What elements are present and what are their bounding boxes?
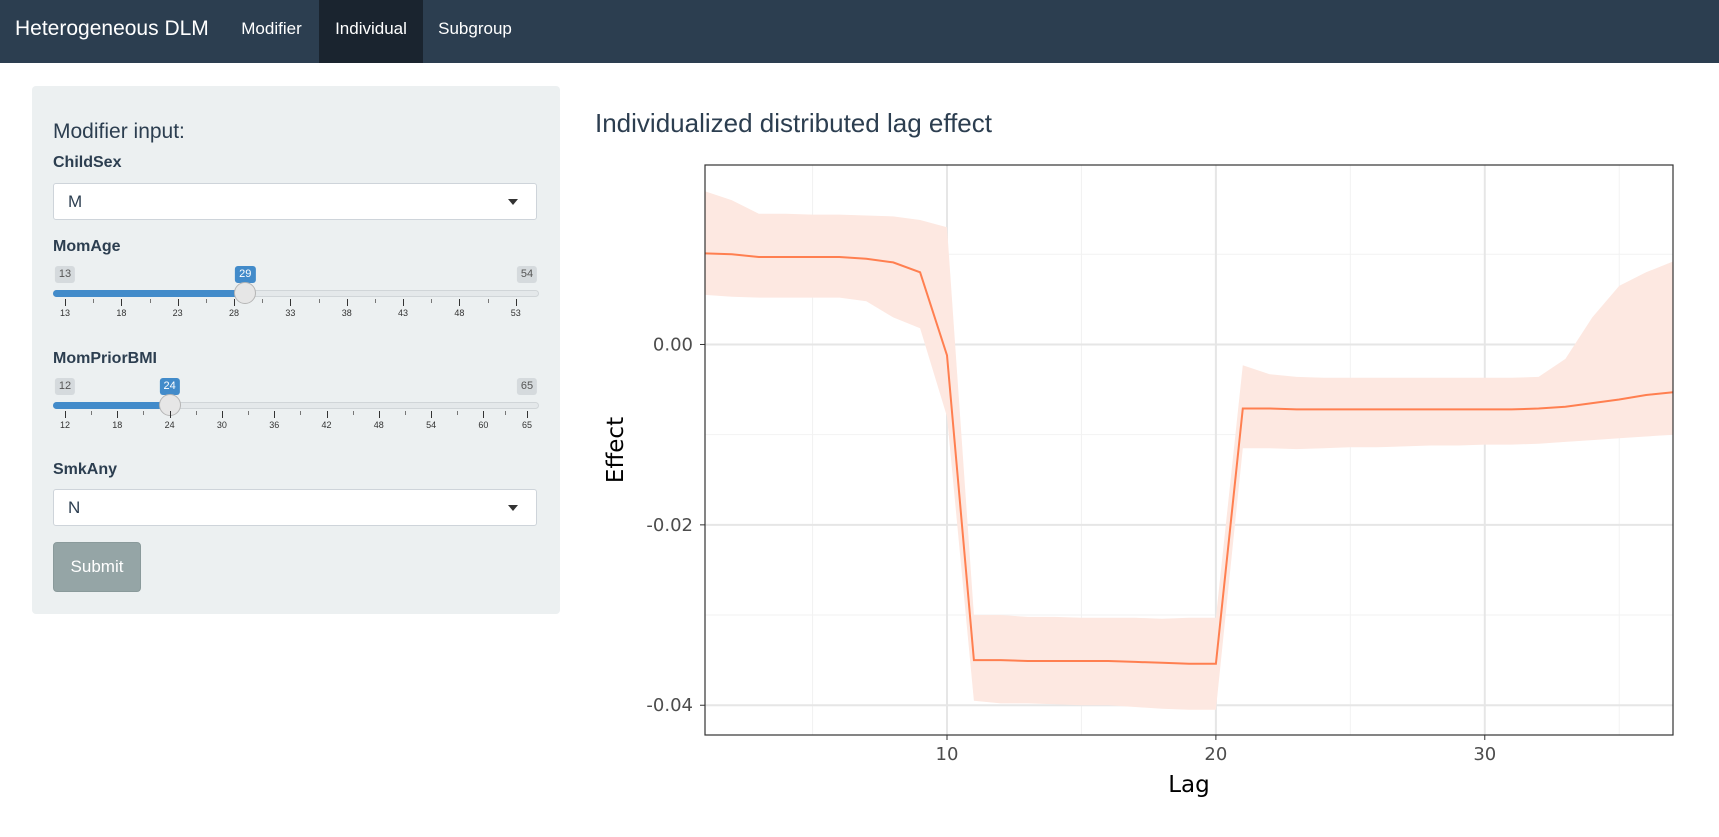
mompriorbmi-tick-label: 12: [59, 420, 71, 430]
mompriorbmi-tick-label: 65: [521, 420, 533, 430]
mompriorbmi-tick: [221, 411, 223, 418]
momage-tick-label: 28: [229, 308, 240, 318]
smkany-selected-value: N: [68, 498, 81, 517]
mompriorbmi-minor-tick: [457, 411, 459, 415]
mompriorbmi-tick-label: 24: [164, 420, 175, 430]
momage-minor-tick: [149, 299, 151, 303]
momage-minor-tick: [262, 299, 264, 303]
tab-modifier[interactable]: Modifier: [241, 19, 302, 38]
momage-tick: [65, 299, 66, 306]
momage-tick: [121, 299, 123, 306]
chevron-down-icon: [508, 199, 518, 205]
mompriorbmi-slider[interactable]: 12 65 24 12 18 24 30 36 42 48 54 60 65: [53, 378, 539, 438]
mompriorbmi-tick: [65, 411, 66, 418]
mompriorbmi-tick: [274, 411, 276, 418]
momage-label: MomAge: [53, 238, 121, 255]
childsex-selected-value: M: [68, 192, 83, 211]
momage-tick: [177, 299, 179, 306]
mompriorbmi-tick: [169, 411, 171, 418]
momage-minor-tick: [431, 299, 433, 303]
panel-title: Modifier input:: [53, 120, 185, 143]
momage-value-badge: 29: [235, 266, 256, 283]
app-brand[interactable]: Heterogeneous DLM: [15, 17, 209, 40]
mompriorbmi-label: MomPriorBMI: [53, 350, 157, 367]
y-axis-label: Effect: [603, 417, 629, 483]
mompriorbmi-tick: [117, 411, 119, 418]
momage-tick-label: 53: [510, 308, 521, 318]
smkany-label: SmkAny: [53, 461, 118, 478]
mompriorbmi-tick: [378, 411, 380, 418]
mompriorbmi-tick-label: 18: [112, 420, 123, 430]
submit-button[interactable]: Submit: [53, 542, 141, 592]
mompriorbmi-value-badge: 24: [159, 378, 180, 395]
x-tick-label: 20: [1204, 744, 1227, 765]
mompriorbmi-tick: [326, 411, 328, 418]
momage-slider[interactable]: 13 54 29 13 18 23 28 33 38 43 48 53: [53, 266, 539, 326]
tab-individual[interactable]: Individual: [319, 0, 423, 63]
smkany-select[interactable]: N: [53, 489, 537, 526]
y-tick-label: -0.02: [646, 515, 693, 536]
momage-tick: [290, 299, 292, 306]
mompriorbmi-minor-tick: [195, 411, 197, 415]
momage-tick-label: 43: [398, 308, 409, 318]
mompriorbmi-minor-tick: [248, 411, 250, 415]
y-tick-label: 0.00: [653, 334, 693, 355]
y-tick-label: -0.04: [646, 695, 693, 716]
momage-minor-tick: [374, 299, 376, 303]
mompriorbmi-tick-label: 42: [321, 420, 332, 430]
mompriorbmi-minor-tick: [404, 411, 406, 415]
momage-tick-label: 18: [116, 308, 127, 318]
confidence-band: [705, 191, 1673, 710]
mompriorbmi-tick-label: 54: [426, 420, 437, 430]
momage-tick-label: 38: [341, 308, 352, 318]
childsex-label: ChildSex: [53, 154, 122, 171]
mompriorbmi-slider-fill: [53, 402, 170, 409]
mompriorbmi-tick-label: 48: [373, 420, 384, 430]
momage-slider-fill: [53, 290, 246, 297]
mompriorbmi-min-badge: 12: [54, 378, 76, 395]
effect-line: [704, 252, 1674, 665]
mompriorbmi-tick-label: 36: [269, 420, 280, 430]
momage-minor-tick: [487, 299, 489, 303]
mompriorbmi-minor-tick: [91, 411, 93, 415]
mompriorbmi-minor-tick: [143, 411, 145, 415]
momage-tick: [459, 299, 461, 306]
chart-title: Individualized distributed lag effect: [595, 108, 992, 138]
momage-max-badge: 54: [516, 266, 538, 283]
momage-minor-tick: [318, 299, 320, 303]
plot-border: [704, 164, 1674, 736]
momage-minor-tick: [93, 299, 95, 303]
momage-min-badge: 13: [54, 266, 76, 283]
momage-tick-label: 33: [285, 308, 296, 318]
momage-tick-label: 13: [59, 308, 71, 318]
x-axis-label: Lag: [1168, 772, 1210, 798]
tab-subgroup[interactable]: Subgroup: [438, 19, 512, 38]
momage-minor-tick: [205, 299, 207, 303]
momage-tick-label: 48: [454, 308, 465, 318]
mompriorbmi-tick-label: 30: [216, 420, 227, 430]
navbar: Heterogeneous DLM Modifier Individual Su…: [0, 0, 1719, 63]
modifier-input-panel: Modifier input: ChildSex M MomAge 13 54 …: [32, 86, 560, 614]
mompriorbmi-tick-label: 60: [478, 420, 489, 430]
childsex-select[interactable]: M: [53, 183, 537, 220]
lag-effect-chart: 10 20 30 0.00 -0.02 -0.04 Lag Effect: [603, 164, 1674, 798]
mompriorbmi-minor-tick: [505, 411, 507, 415]
mompriorbmi-max-badge: 65: [516, 378, 538, 395]
mompriorbmi-tick: [527, 411, 528, 418]
chevron-down-icon: [508, 505, 518, 511]
momage-tick: [403, 299, 405, 306]
mompriorbmi-minor-tick: [300, 411, 302, 415]
x-tick-label: 10: [936, 744, 959, 765]
mompriorbmi-tick: [431, 411, 433, 418]
mompriorbmi-tick: [483, 411, 485, 418]
momage-tick: [346, 299, 348, 306]
momage-tick: [515, 299, 517, 306]
mompriorbmi-minor-tick: [352, 411, 354, 415]
x-tick-label: 30: [1473, 744, 1496, 765]
momage-tick-label: 23: [172, 308, 183, 318]
momage-slider-handle[interactable]: [234, 282, 257, 304]
momage-tick: [234, 299, 236, 306]
